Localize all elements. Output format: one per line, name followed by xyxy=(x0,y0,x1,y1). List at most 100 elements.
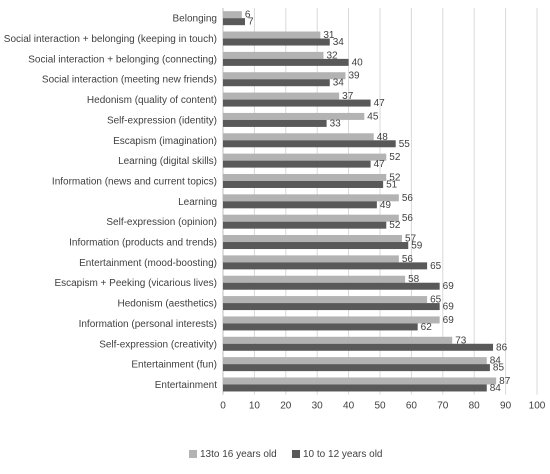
x-tick-label: 30 xyxy=(312,401,324,412)
bar-13-16 xyxy=(223,255,399,263)
x-tick-label: 0 xyxy=(220,401,226,412)
bar-10-12 xyxy=(223,119,327,127)
bar-13-16 xyxy=(223,173,387,181)
legend-swatch-10-12 xyxy=(292,450,300,458)
data-label: 32 xyxy=(326,50,338,61)
x-tick-label: 80 xyxy=(469,401,481,412)
data-label: 51 xyxy=(386,179,398,190)
data-label: 7 xyxy=(248,17,254,28)
bar-10-12 xyxy=(223,58,349,66)
x-tick-label: 50 xyxy=(374,401,386,412)
data-label: 45 xyxy=(367,111,379,122)
category-label: Entertainment (mood-boosting) xyxy=(79,258,217,269)
legend-label: 10 to 12 years old xyxy=(303,449,383,460)
bar-10-12 xyxy=(223,79,330,87)
bar-10-12 xyxy=(223,323,418,331)
bar-13-16 xyxy=(223,51,324,59)
bar-10-12 xyxy=(223,384,487,392)
category-label: Social interaction (meeting new friends) xyxy=(42,75,217,86)
data-label: 34 xyxy=(333,78,345,89)
category-label: Social interaction + belonging (connecti… xyxy=(28,54,217,65)
bar-13-16 xyxy=(223,316,440,324)
category-label: Self-expression (creativity) xyxy=(99,339,217,350)
data-label: 69 xyxy=(443,281,455,292)
data-label: 85 xyxy=(493,363,505,374)
data-label: 59 xyxy=(411,241,423,252)
legend-swatch-13-16 xyxy=(189,450,197,458)
category-label: Belonging xyxy=(173,14,217,25)
data-label: 62 xyxy=(421,322,433,333)
data-label: 52 xyxy=(389,220,401,231)
data-label: 69 xyxy=(443,315,455,326)
data-label: 33 xyxy=(330,118,342,129)
bar-13-16 xyxy=(223,214,399,222)
category-label: Information (personal interests) xyxy=(79,319,217,330)
category-label: Escapism (imagination) xyxy=(113,136,217,147)
bar-13-16 xyxy=(223,112,365,120)
bar-13-16 xyxy=(223,275,406,283)
x-tick-label: 70 xyxy=(437,401,449,412)
legend-label: 13to 16 years old xyxy=(200,449,277,460)
category-label: Entertainment (fun) xyxy=(131,360,217,371)
data-label: 84 xyxy=(490,383,502,394)
bar-13-16 xyxy=(223,92,340,100)
bar-10-12 xyxy=(223,303,440,311)
bar-10-12 xyxy=(223,221,387,229)
data-label: 56 xyxy=(402,254,414,265)
bar-10-12 xyxy=(223,99,371,107)
bar-13-16 xyxy=(223,194,399,202)
x-tick-label: 60 xyxy=(406,401,418,412)
data-label: 34 xyxy=(333,37,345,48)
bar-10-12 xyxy=(223,343,494,351)
data-label: 52 xyxy=(389,172,401,183)
data-label: 69 xyxy=(443,302,455,313)
x-tick-label: 40 xyxy=(343,401,355,412)
category-label: Self-expression (identity) xyxy=(107,115,217,126)
data-label: 56 xyxy=(402,193,414,204)
legend: 13to 16 years old 10 to 12 years old xyxy=(189,449,383,460)
bar-10-12 xyxy=(223,201,377,209)
data-label: 49 xyxy=(380,200,392,211)
bar-10-12 xyxy=(223,242,409,250)
data-label: 65 xyxy=(430,295,442,306)
data-label: 73 xyxy=(455,335,467,346)
bar-13-16 xyxy=(223,133,374,141)
bar-10-12 xyxy=(223,262,428,270)
data-labels: 6731343240393437474533485552475251564956… xyxy=(245,10,511,394)
bar-13-16 xyxy=(223,11,242,19)
bar-13-16 xyxy=(223,72,346,80)
data-label: 65 xyxy=(430,261,442,272)
bar-13-16 xyxy=(223,377,497,385)
data-label: 47 xyxy=(374,98,386,109)
bar-10-12 xyxy=(223,140,396,148)
bar-10-12 xyxy=(223,282,440,290)
bar-13-16 xyxy=(223,357,487,365)
category-label: Escapism + Peeking (vicarious lives) xyxy=(54,278,217,289)
category-label: Information (products and trends) xyxy=(69,238,217,249)
data-label: 87 xyxy=(499,376,511,387)
category-label: Social interaction + belonging (keeping … xyxy=(4,34,217,45)
x-tick-label: 20 xyxy=(280,401,292,412)
bar-13-16 xyxy=(223,296,428,304)
data-label: 6 xyxy=(245,10,251,21)
bar-10-12 xyxy=(223,18,245,26)
bar-13-16 xyxy=(223,31,321,39)
data-label: 47 xyxy=(374,159,386,170)
category-label: Self-expression (opinion) xyxy=(106,217,217,228)
data-label: 48 xyxy=(377,132,389,143)
bar-10-12 xyxy=(223,38,330,46)
data-label: 84 xyxy=(490,356,502,367)
data-label: 31 xyxy=(323,30,335,41)
x-axis-ticks: 0 10 20 30 40 50 60 70 80 90 100 xyxy=(220,401,546,412)
data-label: 57 xyxy=(405,234,417,245)
bar-10-12 xyxy=(223,364,490,372)
data-label: 52 xyxy=(389,152,401,163)
category-label: Learning (digital skills) xyxy=(118,156,217,167)
data-label: 39 xyxy=(348,71,360,82)
bars xyxy=(223,11,497,392)
data-label: 56 xyxy=(402,213,414,224)
data-label: 55 xyxy=(399,139,411,150)
bar-13-16 xyxy=(223,153,387,161)
data-label: 86 xyxy=(496,342,508,353)
